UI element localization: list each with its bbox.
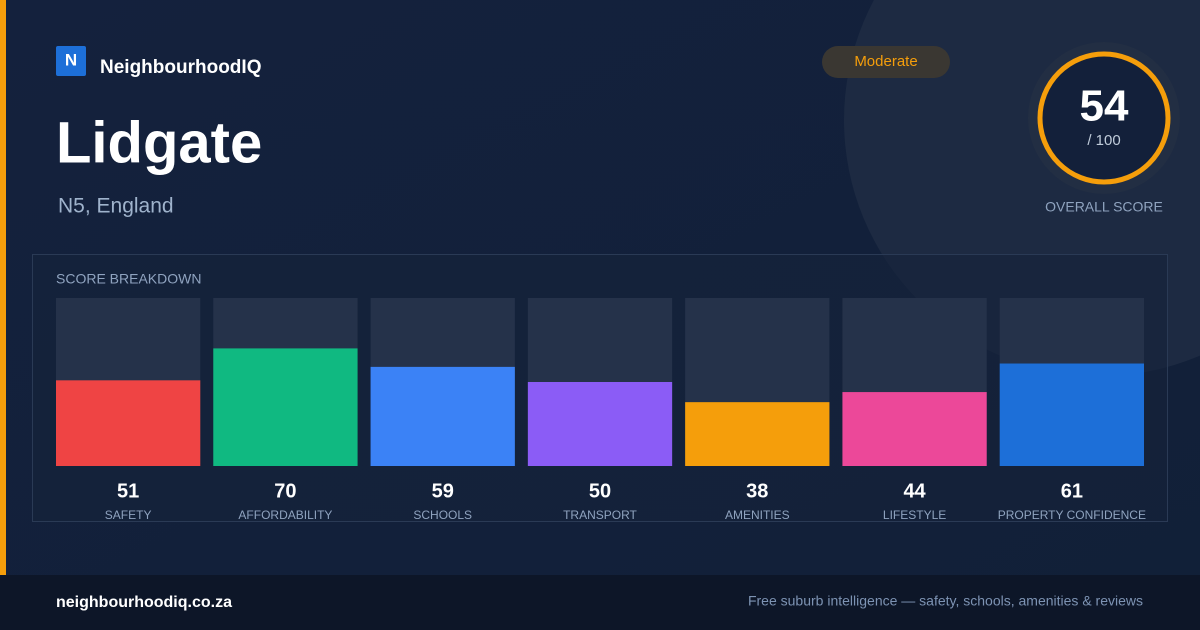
overall-score: 54 xyxy=(1080,82,1129,131)
bar xyxy=(213,348,358,466)
value-label: 61 xyxy=(1061,480,1083,502)
value-label: 59 xyxy=(432,480,454,502)
value-label: 44 xyxy=(903,480,926,502)
logo-letter: N xyxy=(65,50,77,69)
value-label: 38 xyxy=(746,480,768,502)
footer-band xyxy=(0,575,1200,630)
bar xyxy=(56,380,201,466)
overall-label: OVERALL SCORE xyxy=(1045,199,1163,215)
category-label: LIFESTYLE xyxy=(883,508,946,522)
score-ring xyxy=(1037,51,1171,185)
rating-text: Moderate xyxy=(854,53,917,70)
category-label: AFFORDABILITY xyxy=(238,508,332,522)
bar xyxy=(685,402,830,466)
breakdown-title: SCORE BREAKDOWN xyxy=(56,271,201,287)
bar-group: 51 SAFETY 70 AFFORDABILITY 59 SCHOOLS 50 TRANSP… xyxy=(56,298,1146,522)
place-location: N5, England xyxy=(58,195,174,218)
footer-tagline: Free suburb intelligence — safety, schoo… xyxy=(748,593,1143,609)
bar xyxy=(370,366,515,466)
overall-out-of: / 100 xyxy=(1087,132,1120,149)
category-label: AMENITIES xyxy=(725,508,790,522)
value-label: 70 xyxy=(274,480,296,502)
bar xyxy=(842,392,987,466)
category-label: SCHOOLS xyxy=(413,508,472,522)
category-label: SAFETY xyxy=(105,508,152,522)
logo-mark xyxy=(56,46,86,76)
accent-stripe xyxy=(0,0,6,575)
footer-site: neighbourhoodiq.co.za xyxy=(56,594,232,611)
category-label: PROPERTY CONFIDENCE xyxy=(998,508,1146,522)
value-label: 51 xyxy=(117,480,139,502)
bar xyxy=(527,382,673,466)
brand-name: NeighbourhoodIQ xyxy=(100,57,261,78)
place-name: Lidgate xyxy=(56,110,262,175)
category-label: TRANSPORT xyxy=(563,508,637,522)
value-label: 50 xyxy=(589,480,611,502)
rating-badge xyxy=(822,46,950,78)
bar xyxy=(999,363,1144,466)
